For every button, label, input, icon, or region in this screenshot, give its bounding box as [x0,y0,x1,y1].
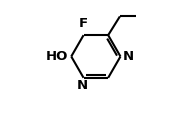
Text: HO: HO [45,50,68,63]
Text: N: N [77,79,88,92]
Text: F: F [79,18,88,30]
Text: N: N [123,50,134,63]
